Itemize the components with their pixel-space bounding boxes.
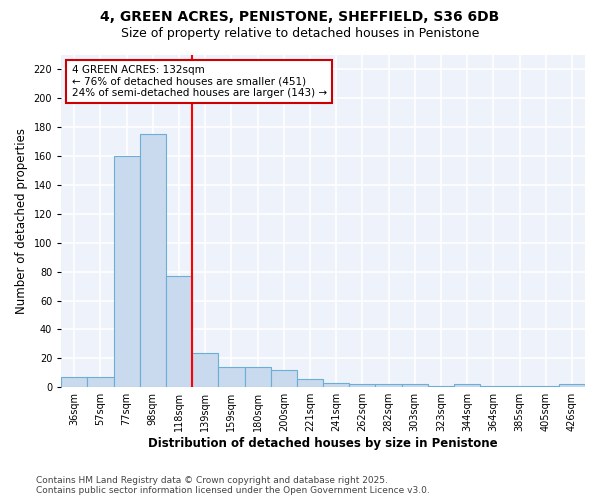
Bar bbox=[506, 386, 533, 387]
Bar bbox=[533, 386, 559, 387]
Text: Size of property relative to detached houses in Penistone: Size of property relative to detached ho… bbox=[121, 28, 479, 40]
Bar bbox=[376, 384, 401, 387]
Bar bbox=[349, 384, 376, 387]
Bar bbox=[166, 276, 192, 387]
Bar bbox=[113, 156, 140, 387]
Text: 4 GREEN ACRES: 132sqm
← 76% of detached houses are smaller (451)
24% of semi-det: 4 GREEN ACRES: 132sqm ← 76% of detached … bbox=[71, 65, 327, 98]
Bar bbox=[245, 367, 271, 387]
Y-axis label: Number of detached properties: Number of detached properties bbox=[15, 128, 28, 314]
Bar bbox=[401, 384, 428, 387]
Bar bbox=[271, 370, 297, 387]
Bar bbox=[61, 377, 88, 387]
Bar bbox=[428, 386, 454, 387]
Bar bbox=[297, 378, 323, 387]
Bar bbox=[88, 377, 113, 387]
Bar bbox=[454, 384, 480, 387]
Text: 4, GREEN ACRES, PENISTONE, SHEFFIELD, S36 6DB: 4, GREEN ACRES, PENISTONE, SHEFFIELD, S3… bbox=[100, 10, 500, 24]
Bar bbox=[559, 384, 585, 387]
Bar bbox=[480, 386, 506, 387]
X-axis label: Distribution of detached houses by size in Penistone: Distribution of detached houses by size … bbox=[148, 437, 498, 450]
Text: Contains HM Land Registry data © Crown copyright and database right 2025.
Contai: Contains HM Land Registry data © Crown c… bbox=[36, 476, 430, 495]
Bar bbox=[323, 383, 349, 387]
Bar bbox=[218, 367, 245, 387]
Bar bbox=[192, 352, 218, 387]
Bar bbox=[140, 134, 166, 387]
